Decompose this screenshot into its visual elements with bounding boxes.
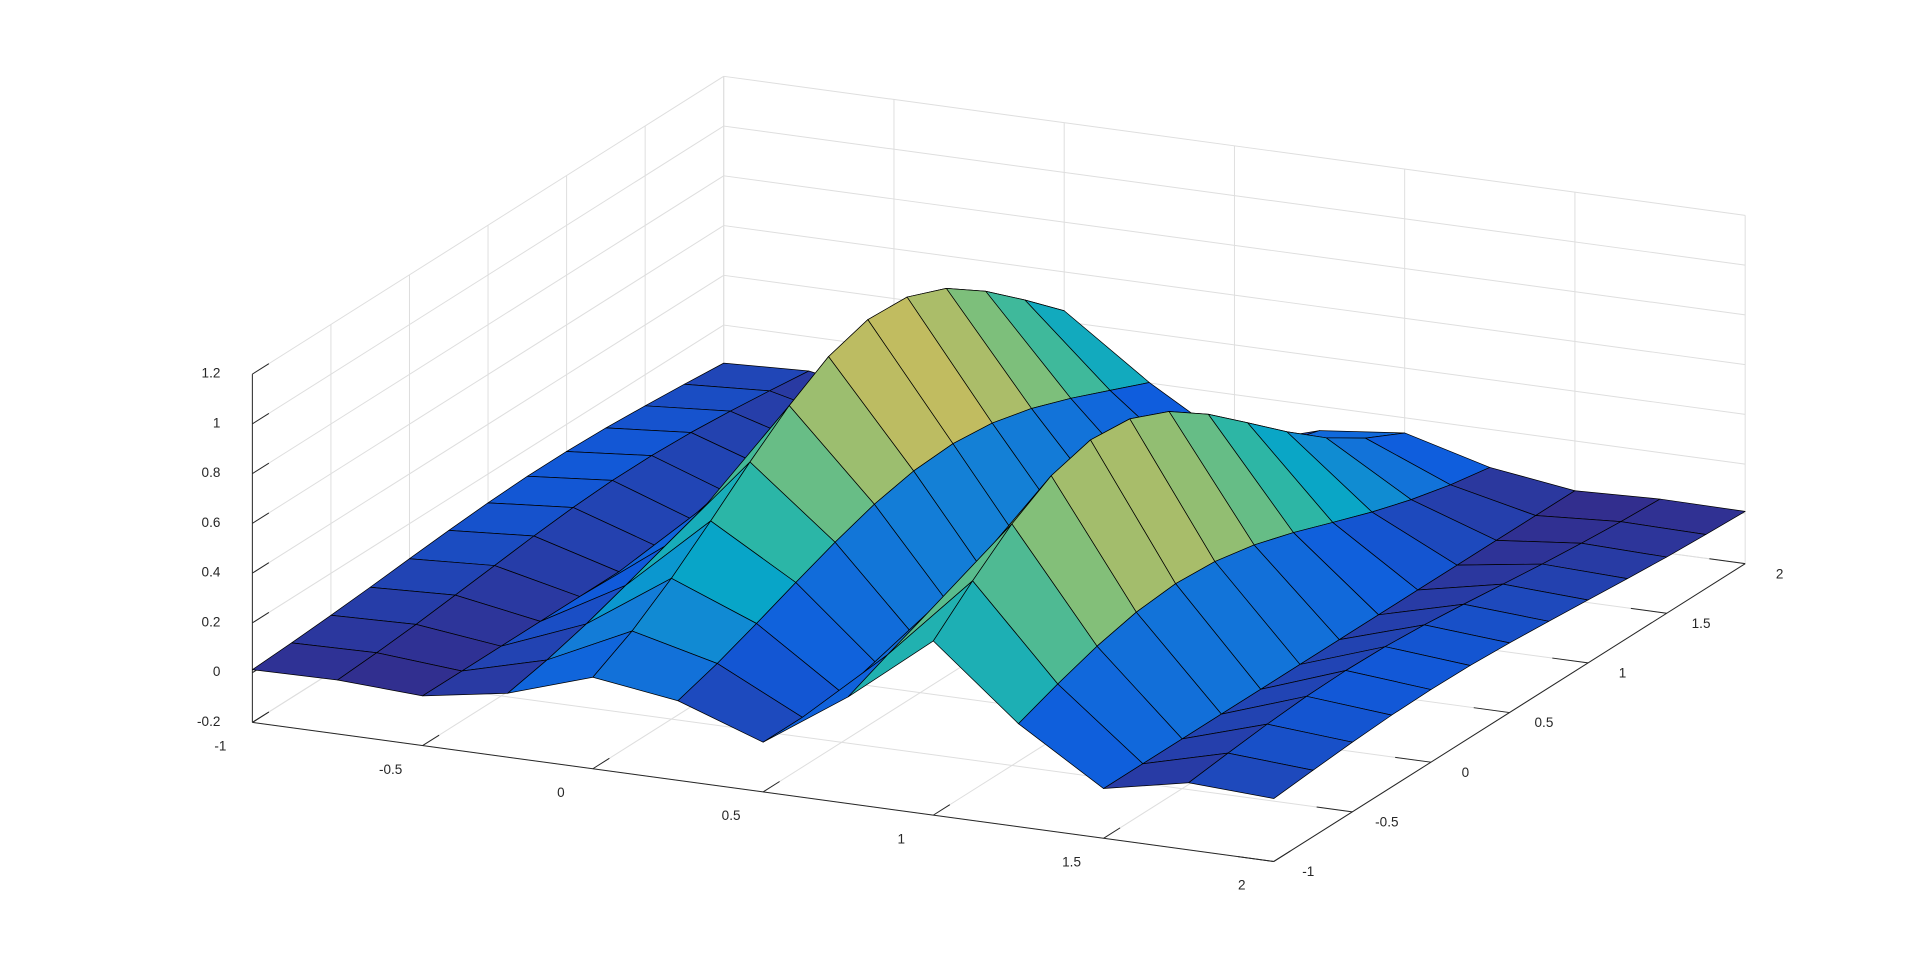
y-tick: [1316, 806, 1353, 813]
x-tick: [933, 804, 951, 816]
grid-line: [252, 175, 724, 475]
y-tick: [1709, 558, 1746, 565]
y-tick-label: 0: [1462, 765, 1470, 780]
x-tick: [422, 734, 440, 746]
x-tick-label: 0: [557, 785, 565, 800]
y-tick-label: 1: [1619, 666, 1627, 681]
y-tick: [1238, 856, 1274, 862]
y-tick: [1552, 657, 1589, 664]
grid-line: [252, 125, 724, 425]
x-tick-label: -1: [214, 739, 226, 754]
z-tick: [252, 512, 270, 524]
z-tick: [252, 562, 270, 574]
y-tick-label: 1.5: [1692, 616, 1711, 631]
z-tick: [252, 462, 270, 475]
grid-line: [723, 225, 1746, 366]
x-tick-label: 0.5: [722, 808, 741, 823]
z-tick-label: 0.8: [202, 465, 221, 480]
y-tick-label: 0.5: [1535, 715, 1554, 730]
grid-line: [330, 672, 1353, 813]
y-tick: [1630, 607, 1667, 614]
z-tick: [252, 711, 270, 723]
grid-line: [252, 75, 724, 375]
surface-patch: [1188, 752, 1314, 799]
z-tick-label: 0.4: [202, 565, 221, 580]
y-tick: [1473, 707, 1510, 714]
z-tick: [252, 413, 270, 425]
z-tick-label: -0.2: [197, 714, 220, 729]
grid-line: [723, 75, 1746, 216]
grid-line: [723, 125, 1746, 266]
z-tick-label: 0.2: [202, 614, 221, 629]
x-tick-label: 2: [1238, 878, 1246, 893]
x-tick: [592, 757, 610, 770]
y-tick-label: -0.5: [1375, 814, 1398, 829]
grid-line: [252, 225, 724, 524]
z-tick-label: 0.6: [202, 515, 221, 530]
x-tick-label: 1.5: [1062, 854, 1081, 869]
z-tick: [252, 363, 270, 375]
x-tick: [1103, 827, 1121, 839]
x-tick-label: 1: [898, 831, 906, 846]
z-tick: [252, 612, 270, 624]
grid-line: [252, 324, 724, 624]
grid-line: [723, 175, 1746, 316]
y-tick-label: 2: [1776, 566, 1784, 581]
x-tick: [762, 781, 780, 793]
grid-line: [252, 274, 724, 574]
y-tick: [1395, 756, 1432, 763]
x-tick: [1273, 850, 1291, 862]
grid-line: [723, 274, 1746, 415]
z-tick-label: 1.2: [202, 366, 221, 381]
x-tick-label: -0.5: [379, 762, 402, 777]
z-tick-label: 0: [213, 664, 221, 679]
z-tick-label: 1: [213, 415, 221, 430]
y-tick-label: -1: [1302, 864, 1314, 879]
